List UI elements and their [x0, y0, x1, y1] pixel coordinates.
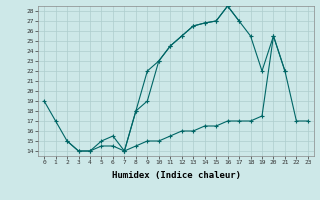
X-axis label: Humidex (Indice chaleur): Humidex (Indice chaleur) — [111, 171, 241, 180]
